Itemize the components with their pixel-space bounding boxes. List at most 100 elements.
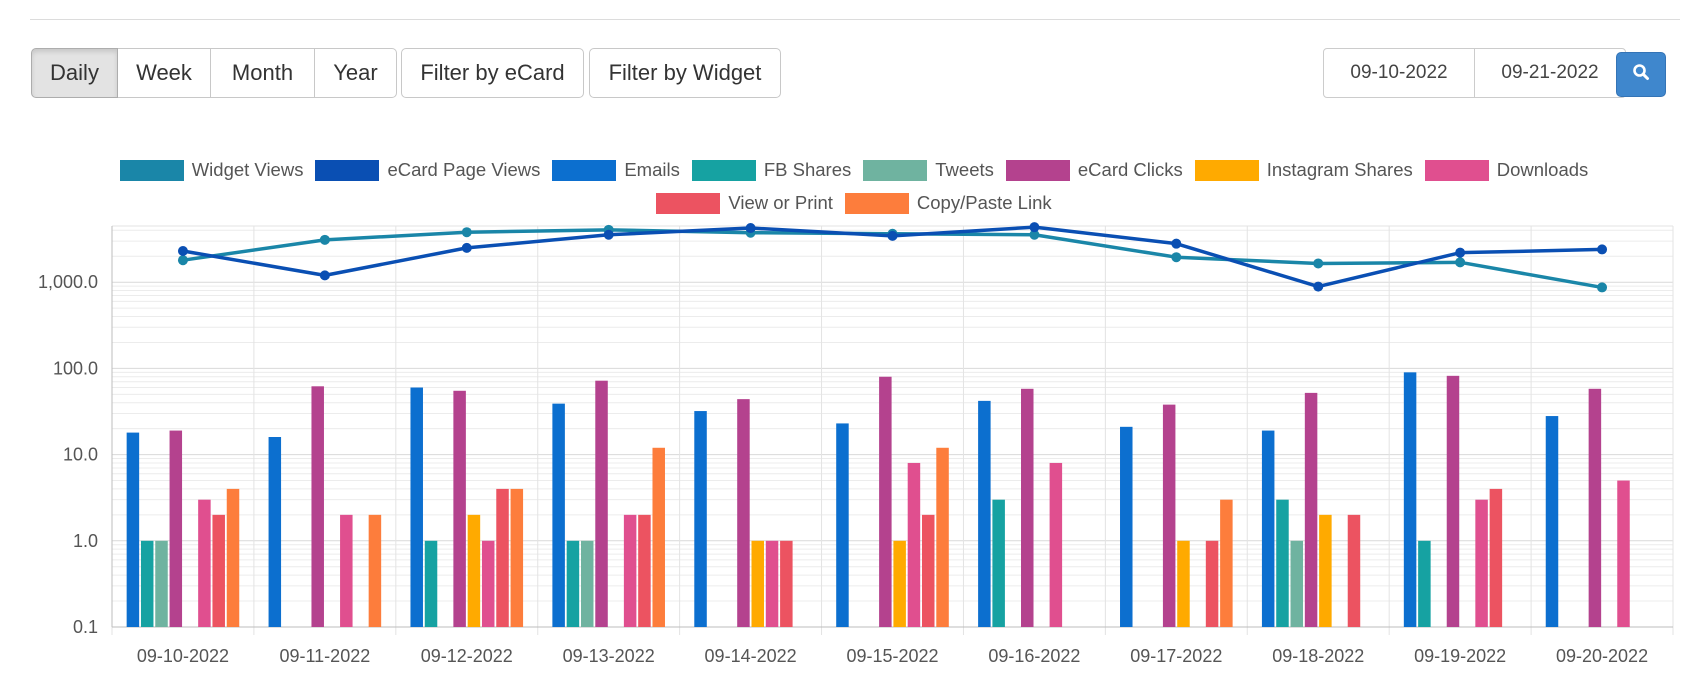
search-button[interactable] [1616, 52, 1666, 97]
data-point[interactable] [1597, 244, 1608, 255]
bar[interactable] [1475, 499, 1488, 627]
filter-by-ecard-button[interactable]: Filter by eCard [401, 48, 584, 98]
month-button[interactable]: Month [211, 48, 315, 98]
data-point[interactable] [1455, 247, 1466, 258]
bar[interactable] [1205, 540, 1219, 627]
bar[interactable] [595, 380, 608, 627]
legend-item-widget-views[interactable]: Widget Views [119, 159, 303, 181]
bar[interactable] [169, 430, 183, 627]
bar[interactable] [467, 514, 481, 627]
bar[interactable] [496, 488, 509, 627]
data-point[interactable] [1029, 222, 1040, 233]
bar[interactable] [1319, 514, 1332, 627]
bar[interactable] [1403, 372, 1417, 627]
bar[interactable] [1261, 430, 1275, 627]
data-point[interactable] [887, 230, 898, 241]
legend-item-tweets[interactable]: Tweets [863, 159, 994, 181]
bar[interactable] [566, 540, 580, 627]
bar[interactable] [652, 447, 665, 627]
bar[interactable] [893, 540, 906, 627]
bar[interactable] [1049, 462, 1063, 627]
data-point[interactable] [1597, 282, 1608, 293]
legend-item-view-or-print[interactable]: View or Print [656, 192, 833, 214]
legend-item-ecard-clicks[interactable]: eCard Clicks [1005, 159, 1183, 181]
data-point[interactable] [461, 242, 472, 253]
data-point[interactable] [1171, 238, 1182, 249]
week-button[interactable]: Week [118, 48, 211, 98]
bar[interactable] [311, 386, 324, 627]
bar[interactable] [453, 390, 466, 627]
series-emails [126, 372, 1559, 627]
legend-item-downloads[interactable]: Downloads [1424, 159, 1588, 181]
start-date-input[interactable] [1323, 48, 1475, 98]
bar[interactable] [410, 387, 423, 627]
legend-item-ecard-page-views[interactable]: eCard Page Views [315, 159, 540, 181]
data-point[interactable] [745, 223, 756, 234]
bar[interactable] [126, 432, 140, 627]
data-point[interactable] [1171, 252, 1182, 263]
data-point[interactable] [461, 227, 472, 238]
bar[interactable] [481, 540, 495, 627]
bar[interactable] [198, 499, 211, 627]
bar[interactable] [1162, 404, 1176, 627]
data-point[interactable] [1313, 258, 1324, 269]
bar[interactable] [1545, 416, 1559, 627]
bar[interactable] [879, 376, 892, 627]
legend-item-instagram-shares[interactable]: Instagram Shares [1194, 159, 1413, 181]
data-point[interactable] [319, 270, 330, 281]
data-point[interactable] [1313, 281, 1324, 292]
filter-by-widget-button[interactable]: Filter by Widget [589, 48, 781, 98]
bar[interactable] [1489, 488, 1503, 627]
bar[interactable] [1588, 388, 1602, 627]
bar[interactable] [694, 411, 707, 627]
bar[interactable] [638, 514, 651, 627]
legend-item-copy-paste-link[interactable]: Copy/Paste Link [844, 192, 1052, 214]
bar[interactable] [922, 514, 935, 627]
bar[interactable] [765, 540, 779, 627]
end-date-input[interactable] [1474, 48, 1626, 98]
year-button[interactable]: Year [315, 48, 397, 98]
legend-label: Tweets [935, 159, 994, 180]
bar[interactable] [780, 540, 793, 627]
bar[interactable] [510, 488, 524, 627]
bar[interactable] [623, 514, 637, 627]
bar[interactable] [907, 462, 921, 627]
bar[interactable] [1220, 499, 1233, 627]
bar[interactable] [1120, 426, 1133, 627]
daily-button[interactable]: Daily [31, 48, 118, 98]
bar[interactable] [992, 499, 1005, 627]
bar[interactable] [1276, 499, 1289, 627]
legend-item-emails[interactable]: Emails [552, 159, 680, 181]
data-point[interactable] [177, 246, 188, 257]
bar[interactable] [737, 399, 750, 627]
bar[interactable] [1021, 388, 1034, 627]
data-point[interactable] [1029, 229, 1040, 240]
bar[interactable] [552, 403, 565, 627]
bar[interactable] [226, 488, 240, 627]
bar[interactable] [836, 423, 849, 627]
bar[interactable] [155, 540, 168, 627]
bar[interactable] [140, 540, 154, 627]
bar[interactable] [751, 540, 764, 627]
data-point[interactable] [319, 234, 330, 245]
bar[interactable] [1446, 375, 1460, 627]
data-point[interactable] [603, 229, 614, 240]
bar[interactable] [212, 514, 225, 627]
bar[interactable] [580, 540, 594, 627]
bar[interactable] [1177, 540, 1190, 627]
bar[interactable] [1304, 392, 1318, 627]
bar[interactable] [368, 514, 382, 627]
bar[interactable] [1617, 480, 1630, 627]
bar[interactable] [268, 437, 282, 627]
bar[interactable] [1347, 514, 1361, 627]
bar[interactable] [936, 447, 949, 627]
bar[interactable] [1418, 540, 1431, 627]
bar[interactable] [340, 514, 353, 627]
chart-legend-row-2: View or Print Copy/Paste Link [0, 192, 1708, 214]
legend-item-fb-shares[interactable]: FB Shares [691, 159, 851, 181]
bar[interactable] [424, 540, 438, 627]
data-point[interactable] [177, 255, 188, 266]
data-point[interactable] [1455, 257, 1466, 268]
bar[interactable] [1290, 540, 1304, 627]
bar[interactable] [978, 400, 991, 627]
